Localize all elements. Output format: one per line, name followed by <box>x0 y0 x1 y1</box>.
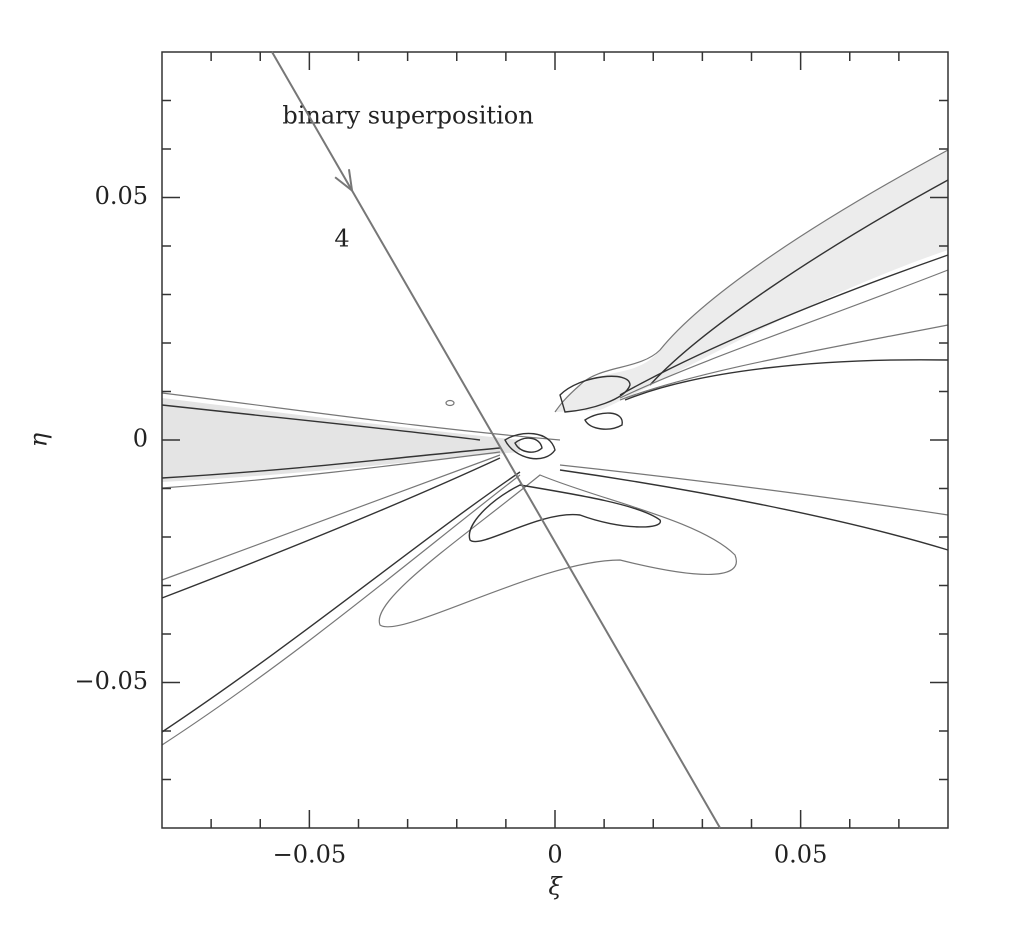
annotation: binary superposition <box>282 102 533 130</box>
x-axis-label: ξ <box>548 873 563 901</box>
y-tick-label: 0.05 <box>95 182 148 210</box>
y-tick-label: −0.05 <box>74 667 148 695</box>
y-tick-label: 0 <box>133 425 148 453</box>
x-tick-label: 0 <box>547 841 562 869</box>
trajectory-arrow <box>334 169 354 193</box>
contours <box>161 149 949 746</box>
x-tick-label: 0.05 <box>774 841 827 869</box>
y-axis-label: η <box>25 432 53 447</box>
annotation: 4 <box>334 225 349 253</box>
x-tick-label: −0.05 <box>273 841 347 869</box>
trajectory <box>271 51 721 829</box>
